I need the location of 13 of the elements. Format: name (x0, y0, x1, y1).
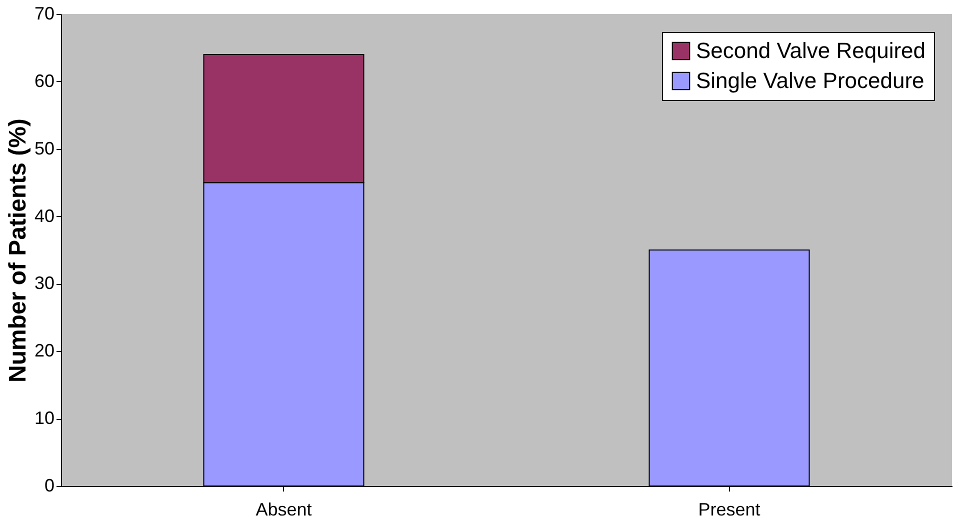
legend-label: Second Valve Required (696, 38, 926, 63)
y-tick-label: 70 (34, 4, 54, 24)
legend-label: Single Valve Procedure (696, 68, 924, 93)
x-tick-label: Present (698, 500, 760, 520)
y-tick-label: 0 (44, 476, 54, 496)
y-tick-label: 60 (34, 70, 54, 91)
x-tick-label: Absent (256, 500, 312, 520)
y-tick-label: 40 (34, 206, 54, 226)
y-tick-label: 20 (34, 340, 54, 361)
y-tick-label: 10 (34, 408, 54, 428)
y-axis-title: Number of Patients (%) (4, 118, 32, 383)
y-tick-label: 30 (34, 273, 54, 294)
y-tick-label: 50 (34, 138, 54, 158)
